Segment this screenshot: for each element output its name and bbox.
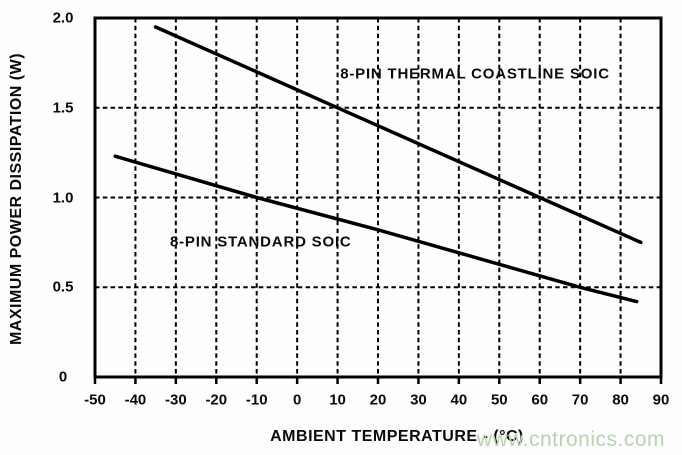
x-tick-label: 40 xyxy=(450,391,468,409)
watermark: www.cntronics.com xyxy=(476,428,665,451)
x-tick-label: -20 xyxy=(205,391,228,409)
x-tick-label: 60 xyxy=(531,391,549,409)
x-tick-label: 0 xyxy=(292,391,302,409)
x-tick-label: 90 xyxy=(652,391,670,409)
y-tick-label: 0.5 xyxy=(52,278,74,296)
y-tick-label: 0 xyxy=(58,368,68,386)
x-tick-label: -40 xyxy=(124,391,147,409)
x-tick-label: 70 xyxy=(571,391,589,409)
y-tick-label: 2.0 xyxy=(52,9,74,27)
series-lines xyxy=(113,25,643,304)
series-inline-label: 8-PIN STANDARD SOIC xyxy=(169,233,352,251)
y-tick-label: 1.0 xyxy=(52,189,74,206)
x-axis-title: AMBIENT TEMPERATURE - (°C) xyxy=(270,428,524,445)
x-tick-label: 10 xyxy=(329,391,346,409)
series-line-0 xyxy=(153,25,643,245)
x-tick-label: -10 xyxy=(245,391,268,409)
series-line-1 xyxy=(113,154,639,304)
x-tick-label: 20 xyxy=(369,391,387,409)
axis-frame xyxy=(93,16,663,379)
x-tick-label: 50 xyxy=(490,391,508,409)
y-axis-title: MAXIMUM POWER DISSIPATION (W) xyxy=(8,52,25,346)
x-tick-label: -30 xyxy=(165,391,187,409)
x-tick-label: 30 xyxy=(410,391,427,409)
x-tick-label: 80 xyxy=(612,391,629,409)
x-tick-label: -50 xyxy=(84,391,106,409)
series-inline-label: 8-PIN THERMAL COASTLINE SOIC xyxy=(340,65,610,83)
y-tick-label: 1.5 xyxy=(52,99,74,117)
